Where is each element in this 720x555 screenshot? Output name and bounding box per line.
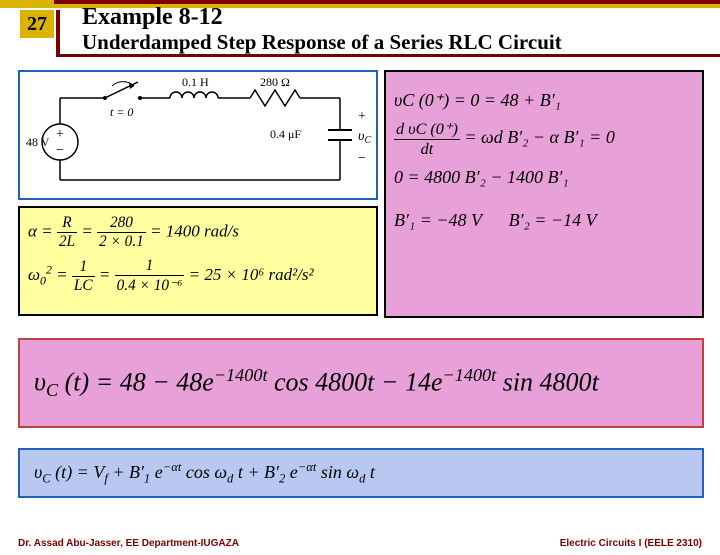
capacitor-label: 0.4 μF	[270, 127, 301, 141]
solution-text: υC (t) = 48 − 48e−1400t cos 4800t − 14e−…	[34, 365, 599, 402]
circuit-diagram: + − 48 V t = 0 0.1 H 280 Ω 0.4 μF +	[18, 70, 378, 200]
ic-line-2: d υC (0⁺)dt = ωd B′₂ − α B′₁ = 0	[394, 119, 694, 159]
vc-plus: +	[358, 109, 366, 124]
alpha-line: α = R 2L = 2802 × 0.1 = 1400 rad/s	[28, 214, 368, 251]
ic-line-1: υC (0⁺) = 0 = 48 + B′₁	[394, 90, 694, 111]
alpha-omega-block: α = R 2L = 2802 × 0.1 = 1400 rad/s ω02 =…	[18, 206, 378, 316]
slide-number-box: 27	[20, 10, 54, 38]
svg-text:−: −	[56, 143, 64, 158]
svg-text:+: +	[56, 127, 64, 142]
example-title: Example 8-12	[82, 4, 223, 31]
omega-line: ω02 = 1 LC = 10.4 × 10⁻⁶ = 25 × 10⁶ rad²…	[28, 257, 368, 295]
general-form-block: υC (t) = Vf + B′1 e−αt cos ωd t + B′2 e−…	[18, 448, 704, 498]
resistor-label: 280 Ω	[260, 75, 290, 89]
solution-block: υC (t) = 48 − 48e−1400t cos 4800t − 14e−…	[18, 338, 704, 428]
example-subtitle: Underdamped Step Response of a Series RL…	[82, 30, 562, 55]
switch-time: t = 0	[110, 105, 133, 119]
vertical-red-bar	[56, 10, 60, 56]
vc-minus: −	[358, 151, 366, 166]
ic-line-4: B′₁ = −48 V B′₂ = −14 V	[394, 210, 694, 231]
footer-course: Electric Circuits I (EELE 2310)	[560, 538, 702, 549]
general-form-text: υC (t) = Vf + B′1 e−αt cos ωd t + B′2 e−…	[34, 460, 375, 487]
footer-author: Dr. Assad Abu-Jasser, EE Department-IUGA…	[18, 538, 239, 549]
inductor-label: 0.1 H	[182, 75, 209, 89]
initial-conditions-block: υC (0⁺) = 0 = 48 + B′₁ d υC (0⁺)dt = ωd …	[384, 70, 704, 318]
ic-line-3: 0 = 4800 B′₂ − 1400 B′₁	[394, 167, 694, 188]
circuit-svg: + − 48 V t = 0 0.1 H 280 Ω 0.4 μF +	[20, 72, 376, 198]
vc-label: υC	[358, 129, 371, 146]
source-label: 48 V	[26, 135, 50, 149]
